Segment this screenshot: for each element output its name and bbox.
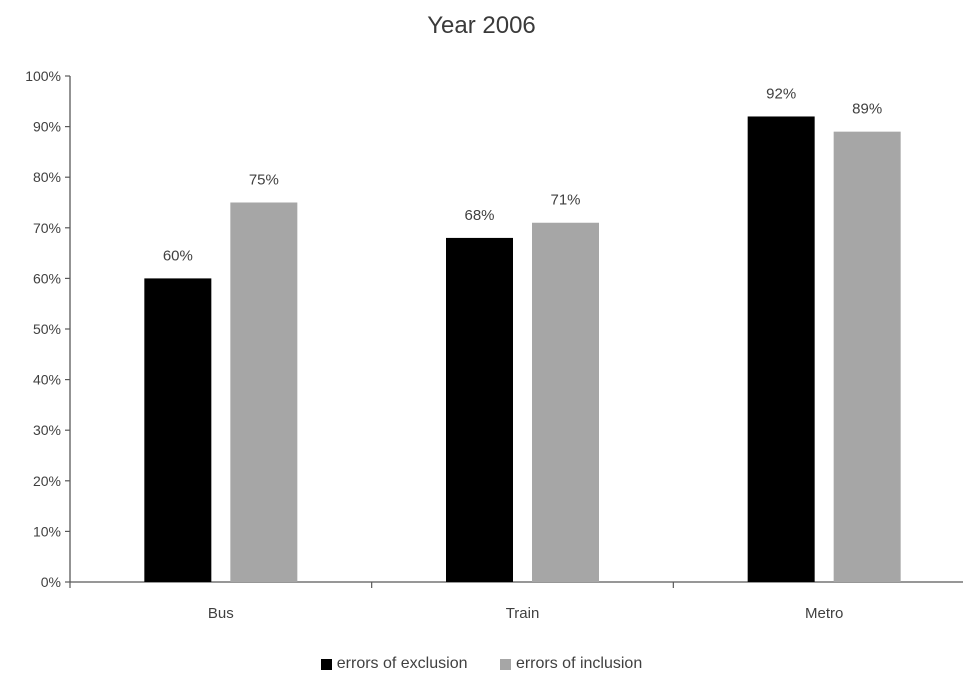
data-label: 89% bbox=[852, 101, 882, 118]
bar-exclusion bbox=[747, 116, 815, 582]
legend-label-exclusion: errors of exclusion bbox=[336, 655, 468, 672]
y-tick-label: 30% bbox=[33, 422, 61, 438]
data-label: 60% bbox=[163, 247, 193, 264]
legend-label-inclusion: errors of inclusion bbox=[515, 655, 643, 672]
data-label: 92% bbox=[766, 85, 796, 102]
x-tick-label: Metro bbox=[805, 605, 843, 622]
chart-title: Year 2006 bbox=[427, 12, 536, 39]
bar-inclusion bbox=[230, 202, 298, 582]
bar-inclusion bbox=[532, 222, 599, 583]
data-label: 75% bbox=[249, 172, 279, 189]
y-tick-label: 40% bbox=[33, 372, 61, 388]
y-tick-label: 90% bbox=[33, 119, 61, 135]
y-tick-label: 70% bbox=[33, 220, 61, 236]
legend-item-exclusion: errors of exclusion bbox=[320, 655, 468, 673]
data-label: 68% bbox=[464, 207, 494, 224]
legend: errors of exclusion errors of inclusion bbox=[0, 655, 963, 675]
y-tick-label: 0% bbox=[41, 574, 61, 590]
y-tick-label: 80% bbox=[33, 169, 61, 185]
y-tick-label: 100% bbox=[25, 68, 61, 84]
y-tick-label: 10% bbox=[33, 523, 61, 539]
y-tick-label: 60% bbox=[33, 270, 61, 286]
bar-inclusion bbox=[833, 131, 901, 582]
y-tick-label: 20% bbox=[33, 473, 61, 489]
bar-exclusion bbox=[446, 237, 513, 583]
legend-swatch-inclusion bbox=[499, 658, 511, 670]
bar-exclusion bbox=[144, 278, 212, 582]
x-tick-label: Train bbox=[506, 605, 540, 622]
data-label: 71% bbox=[550, 192, 580, 209]
y-tick-label: 50% bbox=[33, 321, 61, 337]
x-tick-label: Bus bbox=[208, 605, 234, 622]
legend-swatch-exclusion bbox=[320, 658, 332, 670]
legend-item-inclusion: errors of inclusion bbox=[499, 655, 643, 673]
